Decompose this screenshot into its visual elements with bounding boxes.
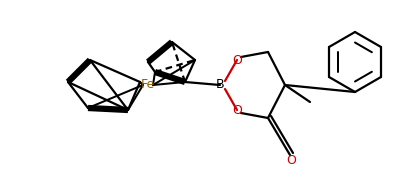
Text: Fe: Fe <box>141 78 155 92</box>
Text: O: O <box>286 154 296 166</box>
Text: O: O <box>232 104 242 116</box>
Text: B: B <box>216 78 224 92</box>
Text: O: O <box>232 54 242 66</box>
